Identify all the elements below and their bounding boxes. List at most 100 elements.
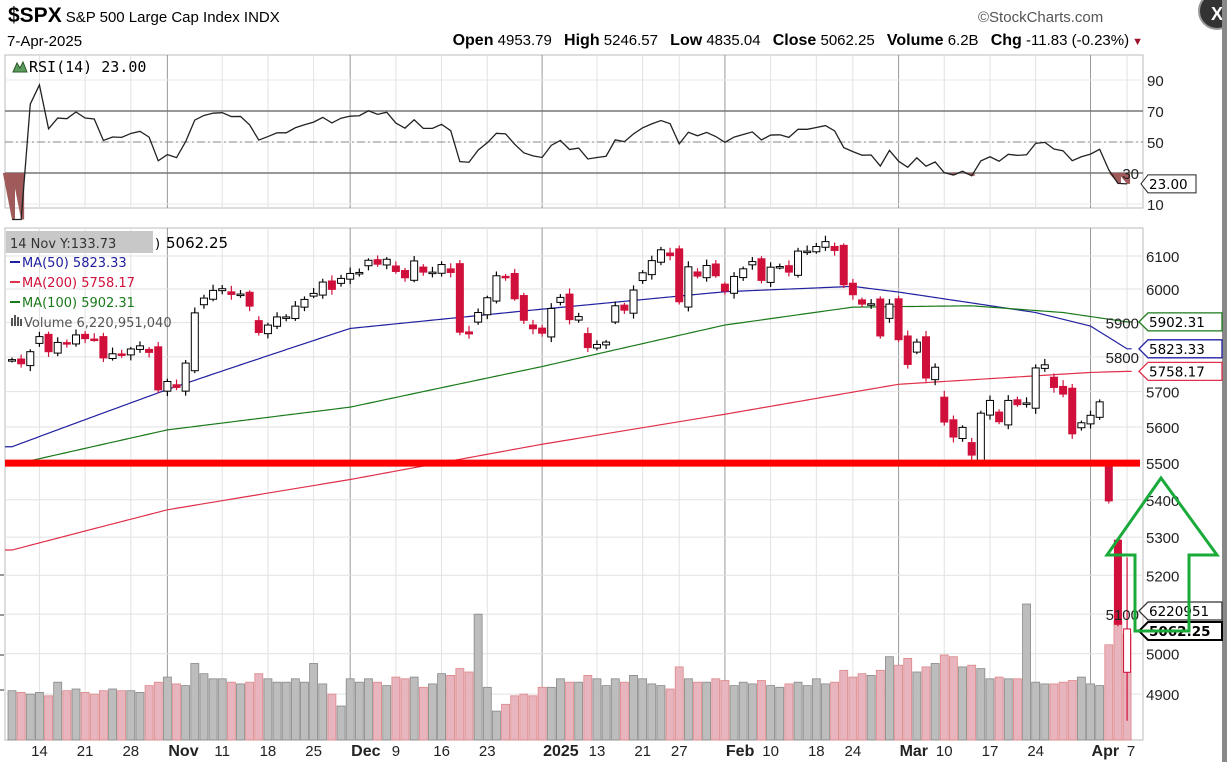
volume-bar [208, 678, 218, 741]
candle-body [675, 248, 684, 303]
x-tick-label: 7 [1127, 743, 1135, 760]
x-tick-label: 10 [762, 743, 779, 760]
down-triangle-icon: ▼ [1132, 36, 1143, 48]
candle-body [1077, 422, 1086, 429]
candle-body [364, 259, 373, 267]
chg-value: -11.83 (-0.23%) [1026, 32, 1130, 49]
candle-body [1004, 399, 1013, 426]
candle-body [17, 358, 26, 365]
candle-body [35, 336, 44, 344]
volume-bar [583, 675, 593, 741]
candle-body [903, 335, 912, 365]
volume-bar [16, 692, 26, 741]
candle-body [209, 289, 218, 300]
candle-body [583, 333, 592, 349]
candle-body [858, 299, 867, 305]
ma100-line [5, 305, 1132, 466]
volume-bar [866, 675, 876, 741]
high-label: High [564, 32, 600, 49]
volume-bar [236, 683, 245, 741]
candle-body [117, 353, 126, 356]
volume-bar [601, 685, 611, 741]
candle-body [391, 265, 400, 272]
volume-bar [565, 681, 574, 741]
candle-body [611, 305, 620, 323]
volume-bar [501, 703, 510, 741]
candle-body [1031, 367, 1040, 409]
volume-bar [510, 695, 520, 741]
x-tick-label: 27 [671, 743, 688, 760]
volume-bar [400, 678, 410, 741]
volume-bar [766, 685, 776, 741]
candle-body [446, 268, 455, 273]
volume-bar [418, 686, 428, 741]
candle-body [1086, 414, 1095, 425]
candle-body [26, 351, 35, 367]
candle-body [337, 277, 346, 284]
volume-bar [135, 692, 145, 741]
volume-bar [1003, 678, 1013, 741]
scrollbar[interactable] [1222, 0, 1227, 762]
x-tick-label: 18 [808, 743, 825, 760]
candle-body [766, 266, 775, 283]
volume-bar [117, 690, 127, 741]
volume-bar [647, 683, 657, 741]
candle-body [739, 268, 748, 279]
candle-body [985, 399, 994, 416]
x-tick-label: Dec [351, 743, 380, 760]
candle-body [803, 250, 812, 254]
ohlc-summary: Open 4953.79 High 5246.57 Low 4835.04 Cl… [445, 32, 1143, 50]
rsi-line [12, 82, 1128, 221]
volume-bar [629, 675, 638, 741]
volume-bar [391, 676, 401, 741]
volume-bar [802, 685, 812, 741]
candle-body [547, 307, 556, 338]
x-tick-label: 21 [77, 743, 94, 760]
volume-bar [1086, 683, 1095, 741]
candle-body [638, 272, 647, 282]
candle-body [1013, 399, 1022, 406]
candle-body [126, 348, 135, 356]
y-tick-label: 5700 [1146, 385, 1179, 402]
volume-bar [702, 681, 712, 741]
candle-body [629, 289, 638, 314]
candle-body [474, 312, 483, 323]
y-tick-label: 5000 [1146, 647, 1179, 664]
candle-body [108, 353, 117, 360]
price-tag-text-ma200: 5758.17 [1149, 364, 1205, 380]
candle-body [784, 265, 793, 273]
volume-bar [784, 683, 794, 741]
candle-body [519, 295, 528, 321]
candle-body [401, 270, 410, 279]
x-tick-label: 24 [845, 743, 862, 760]
volume-bar [994, 676, 1004, 741]
volume-bar [226, 681, 236, 741]
tooltip: 14 Nov Y:133.73 [10, 237, 116, 252]
candle-body [967, 442, 976, 456]
volume-bar [967, 664, 977, 741]
x-tick-label: 9 [392, 743, 400, 760]
candle-body [1040, 364, 1049, 369]
x-tick-label: 23 [479, 743, 496, 760]
volume-bar [1013, 678, 1022, 741]
candle-body [81, 333, 90, 340]
index-name: S&P 500 Large Cap Index [65, 9, 240, 26]
candle-body [666, 252, 675, 257]
candle-body [702, 265, 711, 279]
y-tick-label: 6000 [1146, 282, 1179, 299]
volume-bar [7, 690, 17, 741]
volume-bar [482, 686, 492, 741]
x-tick-label: 2025 [543, 743, 579, 760]
volume-bar [757, 680, 766, 741]
volume-bar [811, 678, 821, 741]
volume-bar [1095, 685, 1105, 741]
candle-body [199, 297, 208, 306]
volume-bar [80, 692, 90, 741]
volume-bar [528, 695, 538, 741]
volume-bar [53, 681, 63, 741]
candle-body [931, 366, 940, 381]
candle-body [254, 320, 263, 334]
volume-bar [25, 693, 35, 741]
candle-body [894, 298, 903, 341]
